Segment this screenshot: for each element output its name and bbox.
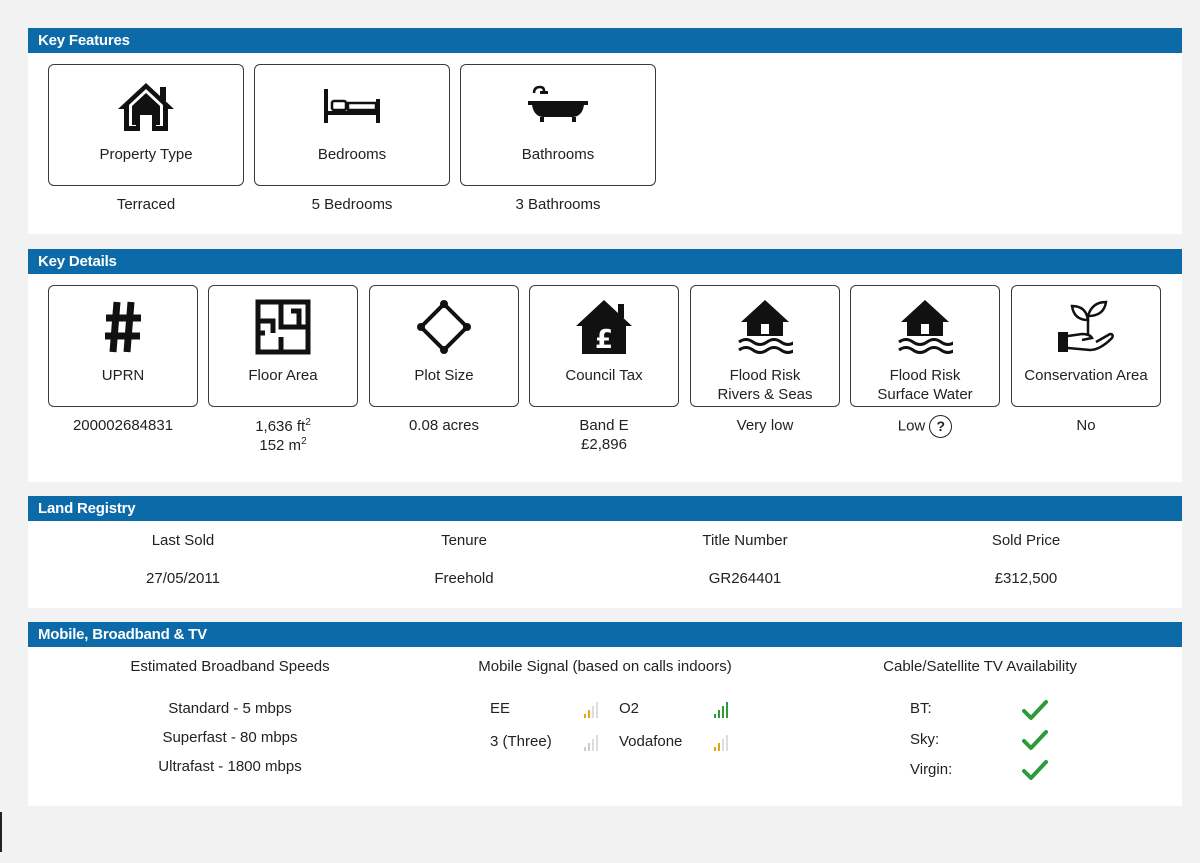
sold-price-header: Sold Price bbox=[991, 532, 1061, 549]
card-label: Bedrooms bbox=[317, 146, 387, 163]
plot-size-value: 0.08 acres bbox=[408, 417, 480, 434]
card-label-line1: Flood Risk bbox=[729, 367, 801, 384]
key-details-section: Key Details UPRN 200002684831 Floor Area… bbox=[28, 249, 1182, 482]
card-label-line2: Rivers & Seas bbox=[717, 386, 813, 403]
bedrooms-value: 5 Bedrooms bbox=[311, 196, 393, 213]
broadband-ultrafast: Ultrafast - 1800 mbps bbox=[158, 758, 302, 775]
property-type-value: Terraced bbox=[116, 196, 176, 213]
bedrooms-card[interactable]: Bedrooms bbox=[254, 64, 450, 186]
floor-area-value: 1,636 ft2 152 m2 bbox=[208, 417, 358, 455]
signal-bars-icon bbox=[714, 702, 730, 718]
signal-bars-icon bbox=[584, 702, 600, 718]
tv-sky-name: Sky: bbox=[910, 731, 940, 748]
card-label: Property Type bbox=[99, 146, 193, 163]
flood-icon bbox=[851, 298, 999, 356]
card-label-line1: Flood Risk bbox=[889, 367, 961, 384]
check-icon bbox=[1022, 700, 1048, 720]
council-tax-value: Band E £2,896 bbox=[529, 416, 679, 454]
signal-vodafone-name: Vodafone bbox=[619, 733, 683, 750]
conservation-area-card[interactable]: Conservation Area bbox=[1011, 285, 1161, 407]
floor-area-card[interactable]: Floor Area bbox=[208, 285, 358, 407]
bathrooms-value: 3 Bathrooms bbox=[515, 196, 601, 213]
help-icon[interactable]: ? bbox=[929, 415, 953, 438]
plot-size-card[interactable]: Plot Size bbox=[369, 285, 519, 407]
signal-ee-name: EE bbox=[490, 700, 511, 717]
signal-o2-name: O2 bbox=[619, 700, 640, 717]
council-tax-band: Band E bbox=[579, 417, 629, 434]
signal-three-name: 3 (Three) bbox=[490, 733, 552, 750]
broadband-standard: Standard - 5 mbps bbox=[168, 700, 292, 717]
mobile-broadband-tv-section: Mobile, Broadband & TV Estimated Broadba… bbox=[28, 622, 1182, 806]
key-features-section: Key Features Property Type Terraced Bedr… bbox=[28, 28, 1182, 234]
svg-text:£: £ bbox=[595, 325, 613, 355]
last-sold-header: Last Sold bbox=[151, 532, 215, 549]
flood-risk-rivers-card[interactable]: Flood Risk Rivers & Seas bbox=[690, 285, 840, 407]
sold-price-value: £312,500 bbox=[994, 570, 1058, 587]
card-label: Plot Size bbox=[414, 367, 474, 384]
property-type-card[interactable]: Property Type bbox=[48, 64, 244, 186]
title-number-header: Title Number bbox=[702, 532, 788, 549]
conservation-value: No bbox=[1076, 417, 1096, 434]
tenure-header: Tenure bbox=[441, 532, 487, 549]
floor-area-ft: 1,636 ft bbox=[255, 418, 306, 435]
flood-risk-surface-card[interactable]: Flood Risk Surface Water bbox=[850, 285, 1000, 407]
edge-divider bbox=[0, 812, 2, 852]
floor-area-m: 152 m bbox=[259, 437, 302, 454]
uprn-card[interactable]: UPRN bbox=[48, 285, 198, 407]
card-label: UPRN bbox=[101, 367, 145, 384]
check-icon bbox=[1022, 760, 1048, 780]
flood-surface-level: Low bbox=[897, 417, 926, 435]
council-tax-card[interactable]: £ Council Tax bbox=[529, 285, 679, 407]
flood-icon bbox=[691, 298, 839, 356]
section-title: Key Details bbox=[28, 249, 1182, 274]
card-label: Conservation Area bbox=[1024, 367, 1148, 384]
section-title: Key Features bbox=[28, 28, 1182, 53]
card-label: Floor Area bbox=[248, 367, 318, 384]
card-label-line2: Surface Water bbox=[877, 386, 973, 403]
signal-bars-icon bbox=[584, 735, 600, 751]
hash-icon bbox=[49, 298, 197, 356]
section-title: Land Registry bbox=[28, 496, 1182, 521]
title-number-value: GR264401 bbox=[708, 570, 782, 587]
uprn-value: 200002684831 bbox=[72, 417, 174, 434]
section-title: Mobile, Broadband & TV bbox=[28, 622, 1182, 647]
bed-icon bbox=[255, 85, 449, 125]
card-label: Council Tax bbox=[565, 367, 643, 384]
land-registry-section: Land Registry Last Sold 27/05/2011 Tenur… bbox=[28, 496, 1182, 608]
check-icon bbox=[1022, 730, 1048, 750]
broadband-superfast: Superfast - 80 mbps bbox=[162, 729, 298, 746]
tv-virgin-name: Virgin: bbox=[910, 761, 953, 778]
superscript: 2 bbox=[301, 436, 307, 447]
flood-surface-value: Low? bbox=[850, 415, 1000, 438]
signal-bars-icon bbox=[714, 735, 730, 751]
tv-bt-name: BT: bbox=[910, 700, 932, 717]
last-sold-value: 27/05/2011 bbox=[146, 570, 220, 587]
bathrooms-card[interactable]: Bathrooms bbox=[460, 64, 656, 186]
council-tax-amount: £2,896 bbox=[581, 436, 627, 453]
plant-hand-icon bbox=[1012, 298, 1160, 356]
tenure-value: Freehold bbox=[434, 570, 494, 587]
house-icon bbox=[49, 81, 243, 133]
floor-plan-icon bbox=[209, 299, 357, 355]
tv-header: Cable/Satellite TV Availability bbox=[883, 658, 1077, 675]
flood-rivers-value: Very low bbox=[736, 417, 794, 434]
signal-header: Mobile Signal (based on calls indoors) bbox=[478, 658, 732, 675]
broadband-header: Estimated Broadband Speeds bbox=[130, 658, 330, 675]
bath-icon bbox=[461, 85, 655, 125]
council-tax-icon: £ bbox=[530, 298, 678, 356]
card-label: Bathrooms bbox=[521, 146, 595, 163]
superscript: 2 bbox=[305, 417, 311, 428]
plot-icon bbox=[370, 298, 518, 356]
